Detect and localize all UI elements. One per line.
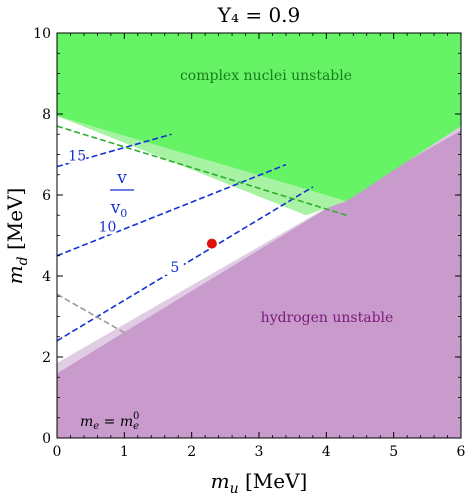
y-tick-label: 10	[33, 26, 51, 42]
hydrogen-unstable-label: hydrogen unstable	[261, 310, 394, 326]
x-tick-label: 0	[53, 444, 62, 460]
contour-line-blue-1	[57, 163, 287, 257]
y-axis-label: md [MeV]	[3, 188, 31, 285]
me-rhs-sub: e	[133, 421, 139, 432]
x-tick-label: 2	[187, 444, 196, 460]
x-axis-label: mu [MeV]	[211, 469, 308, 496]
me-rhs-main: m	[120, 414, 133, 430]
velocity-ratio-label: v v0	[110, 168, 134, 220]
me-eq: =	[99, 414, 120, 430]
hydrogen-unstable-region	[57, 126, 461, 438]
y-axis-label-unit: [MeV]	[3, 188, 27, 257]
current-parameters-point	[206, 238, 217, 249]
velocity-ratio-denominator: v0	[110, 198, 128, 220]
contour-label-bg	[68, 147, 87, 164]
y-axis-label-main: m	[3, 265, 27, 284]
chart-title: Y₄ = 0.9	[217, 3, 301, 27]
x-axis-label-sub: u	[230, 481, 239, 496]
y-tick-label: 6	[42, 188, 51, 204]
complex-unstable-label: complex nuclei unstable	[180, 68, 352, 84]
me-lhs-main: m	[80, 414, 93, 430]
contour-label-10: 10	[99, 219, 117, 235]
y-tick-label: 0	[42, 431, 51, 447]
contour-label-bg	[98, 218, 117, 235]
plot-regions	[57, 33, 461, 438]
contour-labels: 15 10 5	[68, 147, 184, 276]
x-axis-label-unit: [MeV]	[239, 469, 308, 493]
x-tick-label: 3	[255, 444, 264, 460]
me-rhs-sup: 0	[133, 411, 139, 422]
x-axis-label-main: m	[211, 469, 230, 493]
velocity-ratio-denominator-main: v	[110, 198, 121, 218]
x-tick-label: 1	[120, 444, 129, 460]
contour-label-15: 15	[68, 149, 86, 165]
complex-unstable-light-region	[57, 116, 347, 216]
velocity-ratio-denominator-sub: 0	[120, 207, 127, 220]
x-tick-label: 6	[457, 444, 466, 460]
y-tick-label: 2	[42, 350, 51, 366]
axis-ticks: 0 1 2 3 4 5 6 0 2 4 6 8 10	[33, 26, 465, 460]
electron-mass-label: me = me0	[80, 411, 139, 432]
contour-label-5: 5	[170, 260, 179, 276]
contour-line-blue-2	[57, 186, 314, 342]
complex-unstable-region	[57, 33, 461, 202]
x-tick-label: 5	[389, 444, 398, 460]
contour-line-green-3	[57, 125, 347, 217]
x-tick-label: 4	[322, 444, 331, 460]
y-axis-label-sub: d	[15, 256, 31, 265]
y-tick-label: 8	[42, 107, 51, 123]
me-lhs-sub: e	[93, 421, 99, 432]
y-tick-label: 4	[42, 269, 51, 285]
contour-line-gray-4	[57, 293, 125, 334]
contour-label-bg	[165, 258, 184, 275]
velocity-ratio-numerator: v	[116, 168, 127, 188]
